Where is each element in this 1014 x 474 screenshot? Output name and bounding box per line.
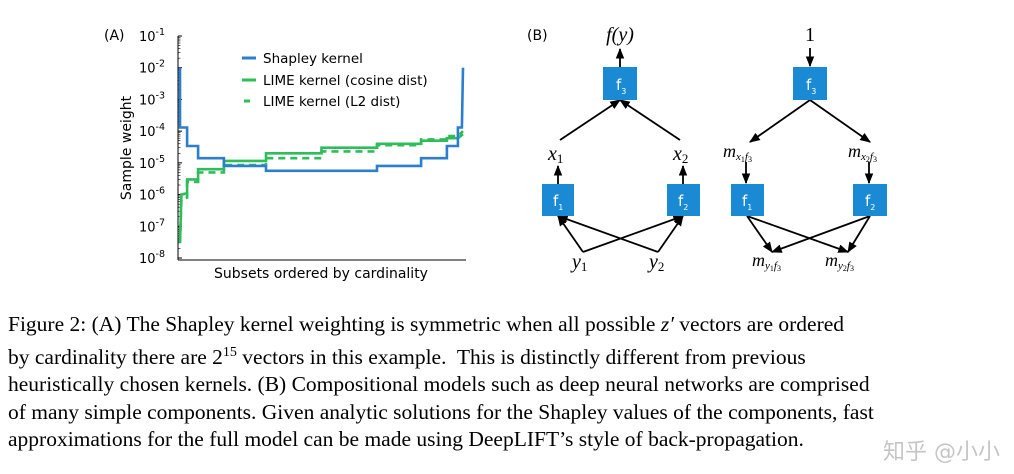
box-f3-backward: f3 [793, 67, 827, 100]
series-line-shapley-kernel [178, 67, 465, 173]
x-axis-label: Subsets ordered by cardinality [214, 266, 428, 282]
caption-text: of many simple components. Given analyti… [8, 399, 874, 424]
label-y2: y2 [647, 251, 664, 274]
label-m-x1-f3: mx1f3 [723, 141, 752, 164]
box-f2-backward: f2 [853, 184, 887, 216]
sample-weight-chart: (A) Sample weight Subsets ordered by car… [104, 27, 466, 282]
series-line-lime-kernel-cosine-dist [178, 133, 464, 243]
y-tick-label: 10-6 [139, 186, 165, 204]
output-f-y: f(y) [606, 24, 634, 46]
label-m-y2-f3: my2f3 [825, 250, 854, 273]
caption-text: by cardinality there are [8, 344, 213, 369]
box-f1-backward: f1 [731, 184, 764, 216]
backward-input-1: 1 [805, 24, 815, 46]
y-tick-label: 10-1 [139, 27, 165, 45]
svg-text:f2: f2 [678, 192, 688, 212]
backward-graph [741, 48, 874, 253]
figure-caption: Figure 2: (A) The Shapley kernel weighti… [8, 311, 998, 454]
svg-text:f1: f1 [553, 192, 563, 212]
panel-label-a: (A) [104, 28, 125, 44]
label-x1: x1 [547, 143, 563, 166]
caption-text: heuristically chosen kernels. (B) Compos… [8, 372, 870, 397]
watermark: 知乎 @小小 [883, 440, 1000, 465]
label-x2: x2 [672, 143, 688, 166]
caption-var-z: z′ [660, 312, 674, 336]
caption-line: Figure 2: (A) The Shapley kernel weighti… [8, 311, 998, 339]
caption-text: vectors are ordered [673, 312, 845, 336]
compositional-model-diagram: (B) f(y) f3 f1 f2 x1 x2 y1 y2 1 f3 f1 f2… [527, 24, 887, 274]
svg-text:f3: f3 [806, 76, 816, 96]
y-tick-label: 10-8 [139, 249, 165, 267]
legend-label-shapley: Shapley kernel [263, 51, 363, 67]
legend-label-lime-l2: LIME kernel (L2 dist) [263, 94, 400, 110]
label-y1: y1 [570, 251, 587, 274]
caption-text: vectors in this example. This is distinc… [236, 344, 806, 369]
svg-text:f1: f1 [742, 192, 752, 212]
panel-label-b: (B) [527, 28, 548, 44]
svg-text:f3: f3 [616, 76, 626, 96]
caption-line: of many simple components. Given analyti… [8, 399, 998, 427]
y-tick-label: 10-5 [139, 154, 165, 172]
box-f3-forward: f3 [603, 67, 637, 100]
box-f1-forward: f1 [542, 184, 574, 216]
label-m-x2-f3: mx2f3 [848, 141, 877, 164]
caption-line: approximations for the full model can be… [8, 426, 998, 454]
caption-power-exp: 15 [222, 344, 237, 360]
caption-line: by cardinality there are 215 vectors in … [8, 339, 998, 372]
label-m-y1-f3: my1f3 [752, 250, 781, 273]
y-tick-label: 10-7 [139, 217, 165, 235]
y-tick-label: 10-4 [139, 122, 165, 140]
svg-text:f2: f2 [865, 192, 875, 212]
caption-line: heuristically chosen kernels. (B) Compos… [8, 371, 998, 399]
legend-label-lime-cosine: LIME kernel (cosine dist) [263, 73, 428, 89]
caption-power-base: 2 [212, 344, 223, 369]
y-tick-label: 10-2 [139, 59, 165, 77]
y-tick-label: 10-3 [139, 90, 165, 108]
box-f2-forward: f2 [667, 184, 700, 216]
forward-graph [553, 47, 688, 253]
caption-text: Figure 2: (A) The Shapley kernel weighti… [8, 312, 661, 336]
legend: Shapley kernel LIME kernel (cosine dist)… [242, 51, 428, 110]
caption-text: approximations for the full model can be… [8, 427, 804, 452]
y-axis-label: Sample weight [119, 95, 135, 200]
